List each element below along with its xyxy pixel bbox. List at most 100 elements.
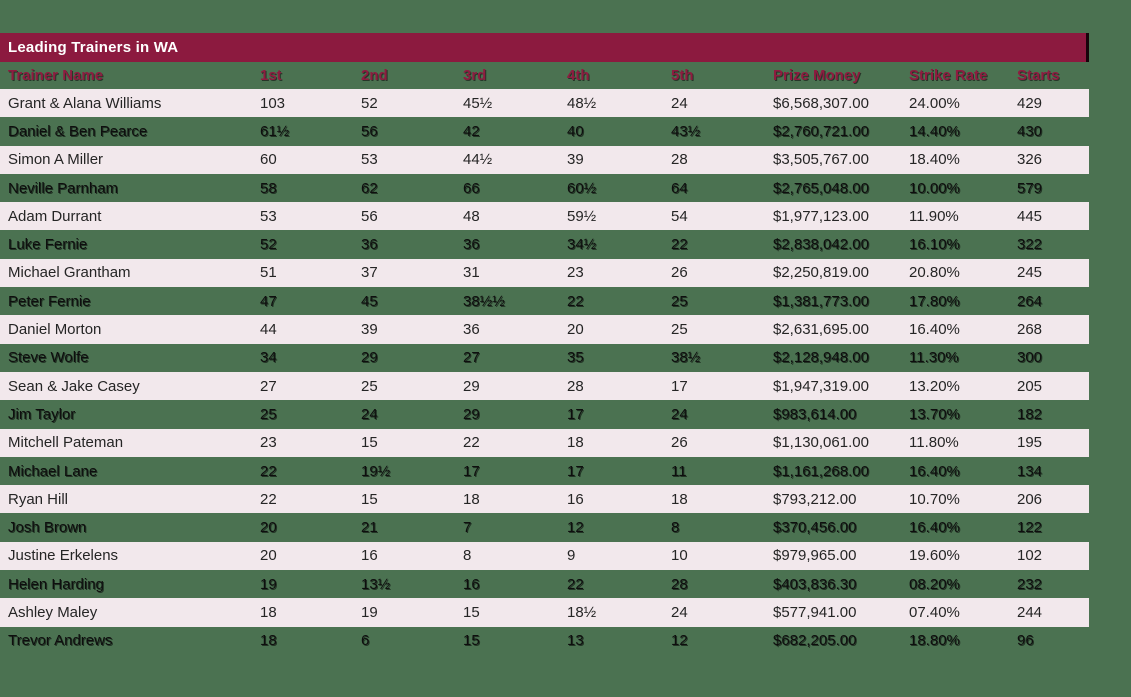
cell-5th: 18 xyxy=(671,490,688,508)
cell-strike-rate: 17.80% xyxy=(909,292,960,310)
cell-prize-money: $682,205.00 xyxy=(773,632,857,650)
table-row: Grant & Alana Williams 103 52 45½ 48½ 24 $6,56… xyxy=(0,89,1089,118)
cell-2nd: 39 xyxy=(361,321,378,339)
cell-2nd: 6 xyxy=(361,632,370,650)
cell-prize-money: $1,947,319.00 xyxy=(773,377,869,395)
column-header-strike-rate: Strike Rate xyxy=(909,67,988,84)
cell-starts: 244 xyxy=(1017,603,1043,621)
cell-strike-rate: 10.70% xyxy=(909,490,960,508)
cell-prize-money: $983,614.00 xyxy=(773,405,857,423)
cell-prize-money: $577,941.00 xyxy=(773,603,857,621)
cell-prize-money: $6,568,307.00 xyxy=(773,94,869,112)
cell-trainer-name: Ashley Maley xyxy=(8,603,98,621)
cell-prize-money: $979,965.00 xyxy=(773,547,857,565)
cell-starts: 96 xyxy=(1017,632,1034,650)
cell-strike-rate: 19.60% xyxy=(909,547,960,565)
cell-trainer-name: Neville Parnham xyxy=(8,179,119,197)
cell-4th: 40 xyxy=(567,122,584,140)
cell-starts: 430 xyxy=(1017,122,1043,140)
cell-1st: 53 xyxy=(260,207,277,225)
cell-3rd: 15 xyxy=(463,603,480,621)
cell-strike-rate: 13.20% xyxy=(909,377,960,395)
cell-starts: 268 xyxy=(1017,321,1043,339)
cell-4th: 17 xyxy=(567,462,584,480)
cell-starts: 579 xyxy=(1017,179,1043,197)
cell-5th: 28 xyxy=(671,575,688,593)
cell-1st: 19 xyxy=(260,575,277,593)
cell-1st: 44 xyxy=(260,321,277,339)
table-row: Helen Harding 19 13½ 16 22 28 $403,836.30 08.20… xyxy=(0,570,1089,598)
cell-1st: 20 xyxy=(260,519,277,537)
cell-4th: 60½ xyxy=(567,179,597,197)
cell-prize-money: $370,456.00 xyxy=(773,519,857,537)
cell-1st: 25 xyxy=(260,405,277,423)
cell-trainer-name: Grant & Alana Williams xyxy=(8,94,162,112)
cell-4th: 16 xyxy=(567,490,584,508)
cell-starts: 245 xyxy=(1017,264,1043,282)
table-row: Luke Fernie 52 36 36 34½ 22 $2,838,042.00 16.10… xyxy=(0,230,1089,258)
cell-2nd: 19½ xyxy=(361,462,391,480)
cell-5th: 24 xyxy=(671,405,688,423)
cell-4th: 35 xyxy=(567,349,584,367)
cell-1st: 20 xyxy=(260,547,277,565)
table-row: Ashley Maley 18 19 15 18½ 24 $577,941.00 07.40%… xyxy=(0,598,1089,627)
cell-1st: 22 xyxy=(260,490,277,508)
cell-3rd: 36 xyxy=(463,321,480,339)
cell-strike-rate: 20.80% xyxy=(909,264,960,282)
cell-starts: 102 xyxy=(1017,547,1043,565)
cell-strike-rate: 16.40% xyxy=(909,462,960,480)
cell-5th: 54 xyxy=(671,207,688,225)
column-header-4th: 4th xyxy=(567,67,590,84)
cell-trainer-name: Josh Brown xyxy=(8,519,87,537)
cell-4th: 22 xyxy=(567,575,584,593)
cell-trainer-name: Daniel Morton xyxy=(8,321,102,339)
leading-trainers-table: Trainer Name 1st 2nd 3rd 4th 5th Prize Money St… xyxy=(0,62,1089,655)
cell-trainer-name: Michael Lane xyxy=(8,462,98,480)
cell-5th: 38½ xyxy=(671,349,701,367)
table-row: Daniel & Ben Pearce 61½ 56 42 40 43½ $2,760,72… xyxy=(0,117,1089,145)
column-header-2nd: 2nd xyxy=(361,67,388,84)
cell-5th: 11 xyxy=(671,462,687,480)
cell-3rd: 16 xyxy=(463,575,480,593)
cell-4th: 34½ xyxy=(567,236,597,254)
cell-prize-money: $403,836.30 xyxy=(773,575,857,593)
column-header-1st: 1st xyxy=(260,67,282,84)
cell-4th: 20 xyxy=(567,321,584,339)
cell-1st: 52 xyxy=(260,236,277,254)
table-row: Neville Parnham 58 62 66 60½ 64 $2,765,048.00 1… xyxy=(0,174,1089,202)
cell-strike-rate: 11.90% xyxy=(909,207,959,225)
cell-prize-money: $2,838,042.00 xyxy=(773,236,869,254)
cell-2nd: 24 xyxy=(361,405,378,423)
cell-trainer-name: Helen Harding xyxy=(8,575,104,593)
cell-1st: 23 xyxy=(260,434,277,452)
cell-2nd: 21 xyxy=(361,519,378,537)
cell-strike-rate: 16.10% xyxy=(909,236,960,254)
cell-3rd: 36 xyxy=(463,236,480,254)
cell-strike-rate: 24.00% xyxy=(909,94,960,112)
cell-5th: 24 xyxy=(671,603,688,621)
cell-4th: 22 xyxy=(567,292,584,310)
cell-5th: 24 xyxy=(671,94,688,112)
cell-trainer-name: Jim Taylor xyxy=(8,405,76,423)
cell-1st: 18 xyxy=(260,632,277,650)
cell-1st: 22 xyxy=(260,462,277,480)
cell-2nd: 52 xyxy=(361,94,378,112)
cell-strike-rate: 18.40% xyxy=(909,151,960,169)
cell-2nd: 15 xyxy=(361,434,378,452)
cell-4th: 28 xyxy=(567,377,584,395)
cell-1st: 103 xyxy=(260,94,286,112)
cell-5th: 25 xyxy=(671,321,688,339)
table-row: Justine Erkelens 20 16 8 9 10 $979,965.00 19.60… xyxy=(0,541,1089,571)
cell-3rd: 8 xyxy=(463,547,472,565)
cell-4th: 18½ xyxy=(567,603,597,621)
cell-3rd: 29 xyxy=(463,405,480,423)
cell-prize-money: $1,977,123.00 xyxy=(773,207,869,225)
column-header-trainer-name: Trainer Name xyxy=(8,67,104,84)
cell-starts: 206 xyxy=(1017,490,1043,508)
cell-starts: 326 xyxy=(1017,151,1043,169)
table-row: Michael Grantham 51 37 31 23 26 $2,250,819.00 2… xyxy=(0,258,1089,288)
cell-1st: 51 xyxy=(260,264,277,282)
cell-strike-rate: 18.80% xyxy=(909,632,960,650)
cell-prize-money: $2,760,721.00 xyxy=(773,122,869,140)
cell-strike-rate: 16.40% xyxy=(909,519,960,537)
